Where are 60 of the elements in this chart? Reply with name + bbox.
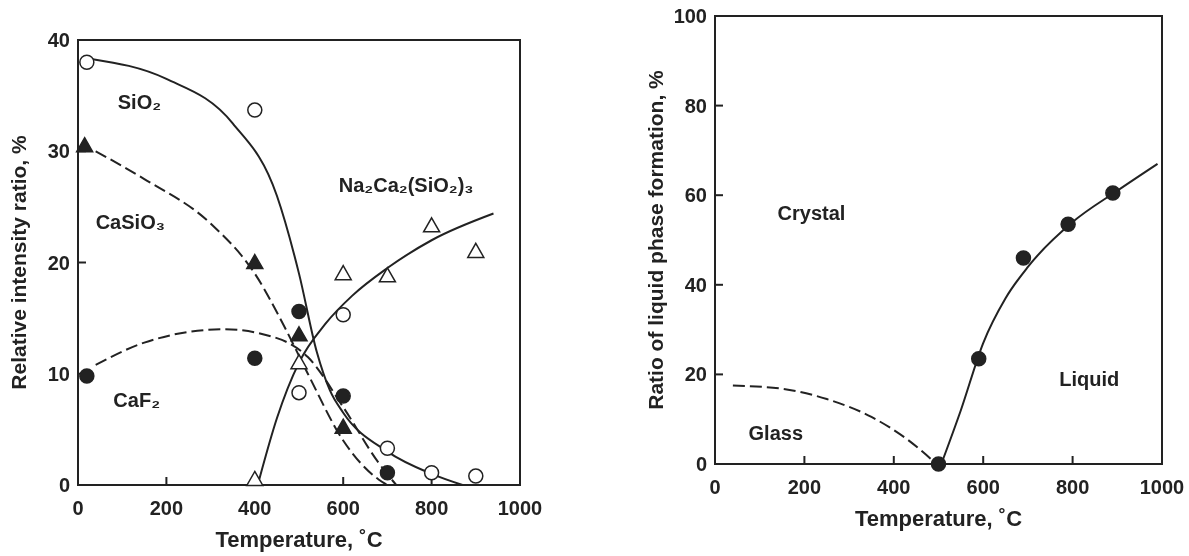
x-tick-label: 1000: [1139, 476, 1185, 498]
point: [379, 440, 396, 457]
y-axis-title: Ratio of liquid phase formation, %: [644, 69, 667, 410]
annotation: Liquid: [1059, 367, 1120, 390]
annotation: CaSiO₃: [95, 211, 165, 234]
point: [334, 264, 352, 281]
point: [290, 353, 308, 370]
point: [247, 350, 263, 366]
point: [335, 388, 351, 404]
point: [247, 102, 263, 118]
point: [246, 470, 264, 487]
x-tick-label: 1000: [497, 497, 543, 519]
y-tick-label: 0: [695, 453, 707, 475]
x-tick-label: 600: [326, 497, 360, 519]
point: [930, 456, 947, 472]
point: [422, 217, 441, 233]
point: [75, 136, 94, 153]
point: [334, 418, 352, 434]
x-axis-title: Temperature, ˚C: [854, 506, 1023, 531]
point: [378, 267, 397, 283]
x-tick-label: 600: [966, 476, 1000, 498]
annotation: SiO₂: [117, 91, 162, 114]
x-tick-label: 200: [149, 497, 184, 519]
y-tick-label: 80: [684, 94, 707, 117]
y-tick-label: 60: [684, 184, 707, 207]
y-tick-label: 100: [673, 5, 707, 27]
y-tick-label: 30: [47, 140, 70, 163]
point: [1060, 216, 1076, 233]
x-axis-title: Temperature, ˚C: [215, 527, 383, 552]
point: [1105, 185, 1121, 201]
point: [291, 384, 307, 401]
x-tick-label: 200: [787, 476, 822, 498]
point: [290, 326, 308, 342]
annotation: Na₂Ca₂(SiO₂)₃: [338, 173, 474, 196]
x-tick-label: 0: [709, 476, 721, 498]
point: [468, 468, 484, 484]
x-tick-label: 800: [1055, 476, 1090, 498]
x-tick-label: 800: [414, 497, 449, 519]
annotation: Glass: [748, 421, 804, 444]
y-axis-title: Relative intensity ratio, %: [7, 134, 30, 390]
annotation: Crystal: [777, 202, 846, 225]
point: [246, 253, 264, 270]
y-tick-label: 20: [684, 363, 707, 386]
x-tick-label: 0: [72, 497, 84, 519]
point: [1015, 250, 1032, 266]
y-tick-label: 40: [47, 29, 70, 51]
point: [79, 54, 95, 70]
point: [291, 303, 307, 320]
y-tick-label: 10: [47, 362, 70, 385]
point: [379, 465, 396, 481]
x-tick-label: 400: [877, 476, 911, 498]
annotation: CaF₂: [113, 389, 161, 412]
point: [970, 350, 987, 367]
point: [335, 307, 351, 323]
point: [79, 368, 95, 384]
x-tick-label: 400: [238, 497, 272, 519]
point: [467, 242, 485, 259]
point: [423, 465, 440, 481]
y-tick-label: 40: [684, 273, 707, 296]
y-tick-label: 20: [47, 251, 70, 274]
